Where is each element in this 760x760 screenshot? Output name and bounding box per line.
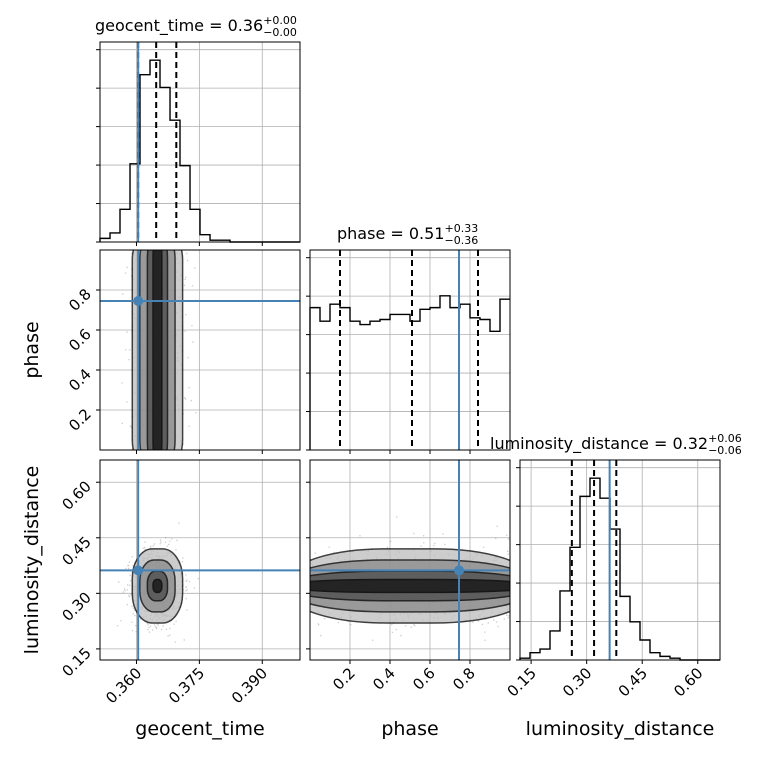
- xlabel-phase: phase: [381, 718, 438, 740]
- ytick-label-phase-2: 0.6: [65, 325, 95, 355]
- frame-geocent_time: [99, 41, 301, 243]
- xtick-label-geocent_time-1: 0.375: [165, 664, 208, 707]
- panel-phase-luminosity_distance: [306, 459, 511, 664]
- xtick-label-phase-2: 0.6: [409, 664, 439, 694]
- diag-panel-geocent_time: geocent_time = 0.36+0.00 −0.00: [95, 14, 301, 246]
- diag-panel-phase: phase = 0.51+0.33 −0.36: [306, 222, 511, 454]
- frame-geocent_time-luminosity_distance: [99, 459, 301, 661]
- ylabel-luminosity_distance: luminosity_distance: [21, 466, 43, 655]
- frame-phase: [309, 249, 511, 451]
- ytick-label-phase-1: 0.4: [65, 365, 95, 395]
- xtick-label-phase-1: 0.4: [369, 664, 399, 694]
- title-upper-geocent_time: +0.00: [263, 14, 297, 27]
- title-base-phase: phase = 0.51: [337, 224, 444, 243]
- title-base-geocent_time: geocent_time = 0.36: [95, 16, 263, 36]
- panel-content-geocent_time-luminosity_distance: [100, 460, 300, 660]
- title-geocent_time: geocent_time = 0.36+0.00 −0.00: [95, 14, 297, 39]
- xlabel-geocent_time: geocent_time: [135, 718, 264, 740]
- xtick-label-luminosity_distance-3: 0.60: [670, 664, 706, 700]
- title-lower-luminosity_distance: −0.06: [708, 444, 742, 457]
- panel-geocent_time-luminosity_distance: [96, 459, 301, 664]
- truth-point-geocent_time-luminosity_distance: [133, 565, 144, 576]
- title-upper-phase: +0.33: [444, 222, 478, 235]
- density-level-geocent_time-phase-3: [152, 250, 163, 450]
- title-lower-geocent_time: −0.00: [263, 26, 297, 39]
- title-luminosity_distance: luminosity_distance = 0.32+0.06 −0.06: [490, 432, 742, 457]
- ylabel-phase: phase: [21, 321, 43, 378]
- ytick-label-luminosity_distance-3: 0.60: [58, 477, 94, 513]
- panel-content-geocent_time-phase: [100, 250, 300, 450]
- ytick-label-luminosity_distance-1: 0.30: [58, 588, 94, 624]
- xtick-label-geocent_time-2: 0.390: [228, 664, 271, 707]
- title-phase: phase = 0.51+0.33 −0.36: [337, 222, 478, 247]
- xtick-label-luminosity_distance-2: 0.45: [615, 664, 651, 700]
- xlabel-luminosity_distance: luminosity_distance: [526, 718, 715, 740]
- title-base-luminosity_distance: luminosity_distance = 0.32: [490, 434, 708, 454]
- xtick-label-luminosity_distance-0: 0.15: [504, 664, 540, 700]
- frame-luminosity_distance: [519, 459, 721, 661]
- frame-phase-luminosity_distance: [309, 459, 511, 661]
- diag-panel-luminosity_distance: luminosity_distance = 0.32+0.06 −0.06: [490, 432, 742, 664]
- frame-geocent_time-phase: [99, 249, 301, 451]
- panel-geocent_time-phase: [96, 249, 301, 454]
- xtick-label-geocent_time-0: 0.360: [102, 664, 145, 707]
- title-upper-luminosity_distance: +0.06: [708, 432, 742, 445]
- histogram-luminosity_distance: [519, 477, 720, 661]
- ytick-label-phase-0: 0.2: [65, 405, 95, 435]
- title-lower-phase: −0.36: [444, 234, 478, 247]
- ytick-label-phase-3: 0.8: [65, 285, 95, 315]
- panel-content-phase-luminosity_distance: [310, 460, 510, 660]
- xtick-label-phase-0: 0.2: [329, 664, 359, 694]
- density-level-geocent_time-luminosity_distance-3: [152, 578, 163, 594]
- density-level-phase-luminosity_distance-3: [310, 578, 510, 594]
- ytick-label-luminosity_distance-0: 0.15: [58, 644, 94, 680]
- ytick-label-luminosity_distance-2: 0.45: [58, 533, 94, 569]
- truth-point-geocent_time-phase: [133, 296, 144, 306]
- truth-point-phase-luminosity_distance: [454, 565, 464, 576]
- xtick-label-phase-3: 0.8: [449, 664, 479, 694]
- histogram-geocent_time: [99, 59, 300, 243]
- xtick-label-luminosity_distance-1: 0.30: [559, 664, 595, 700]
